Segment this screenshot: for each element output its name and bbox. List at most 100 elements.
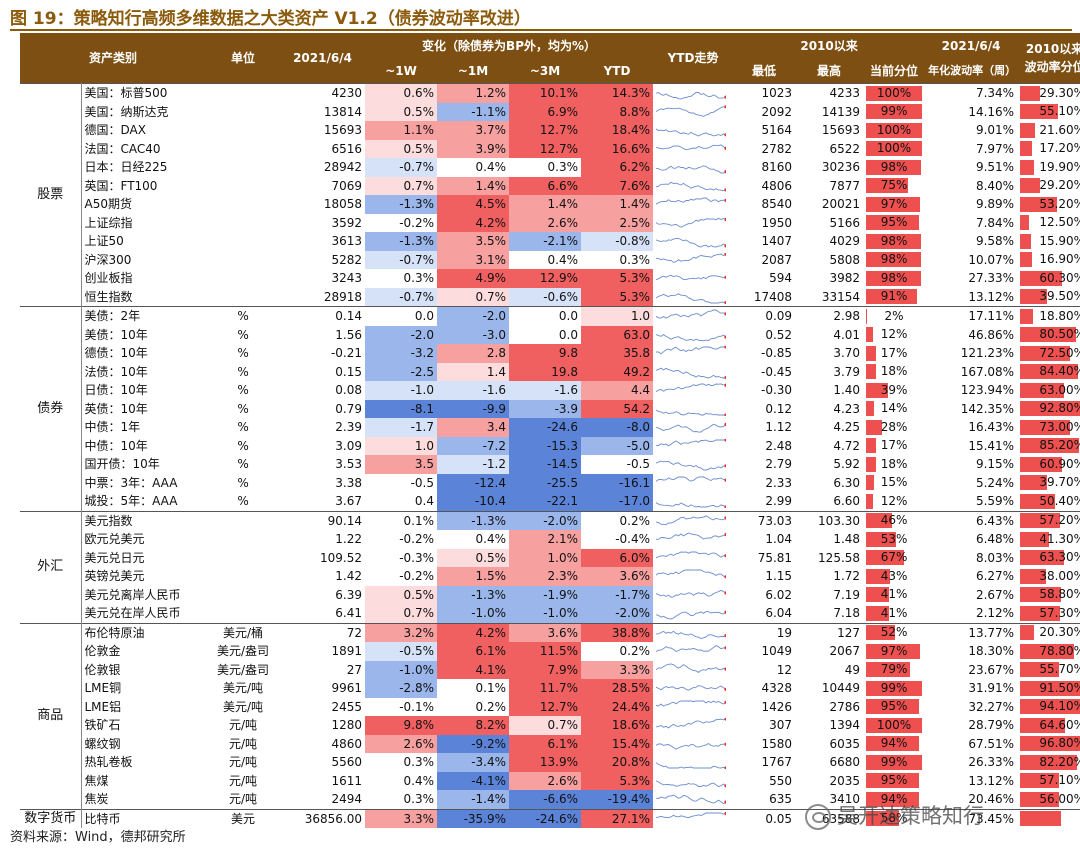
vol-rank-bar-fill [1020,85,1041,101]
change-m1-cell: 4.2% [437,622,510,642]
vol-rank-text: 91.50% [1039,680,1080,695]
watermark-text: 吴开达策略知行 [837,804,984,828]
asset-name: 美元兑在岸人民币 [84,606,181,621]
percentile-bar-fill [866,233,921,249]
change-ytd-cell: 15.4% [581,734,654,753]
change-m3-cell: 13.9% [509,753,582,772]
change-m1-cell: 0.4% [475,532,507,547]
percentile-bar: 100% [866,85,923,101]
change-w1-cell: -0.1% [399,699,435,714]
change-ytd-cell: 38.8% [581,622,654,642]
vol-rank-cell: 80.50% [1017,326,1080,345]
value-cell: 3613 [331,234,363,249]
table-row: 上证综指 3592 -0.2% 4.2% 2.6% 2.5% 1950 5166 95% 7.84… [20,213,1080,232]
value-cell: 109.52 [320,550,363,565]
change-w1-cell: 0.3% [403,755,435,770]
volatility-cell: 6.43% [925,510,1018,530]
percentile-bar: 97% [866,196,922,212]
change-m3-cell: -1.6 [509,381,582,400]
unit-cell [206,121,280,140]
change-ytd-cell: 0.3% [619,252,651,267]
high-cell: 14139 [821,104,861,119]
vol-rank-cell: 57.10% [1017,772,1080,791]
percentile-bar: 67% [866,550,922,566]
vol-rank-text: 64.60% [1039,717,1080,732]
vol-rank-bar: 20.30% [1020,625,1080,641]
table-row: 铁矿石 元/吨 1280 9.8% 8.2% 0.7% 18.6% 307 1394 100% 28… [20,716,1080,735]
value-cell: 28942 [323,160,363,175]
value-cell: 13814 [323,104,363,119]
change-m3-cell: -1.9% [509,585,582,604]
low-cell: 0.12 [765,401,793,416]
low-cell: 0.52 [765,327,793,342]
percentile-bar: 53% [866,531,922,547]
percentile-text: 79% [880,662,908,677]
vol-rank-text: 12.50% [1039,215,1080,230]
asset-name: 英债：10年 [84,401,148,416]
vol-rank-text: 72.50% [1039,345,1080,360]
value-cell: 9961 [331,681,363,696]
high-cell: 1.48 [833,532,861,547]
change-ytd-cell: 14.3% [581,83,654,103]
unit-cell [206,177,280,196]
unit-cell [206,140,280,159]
low-cell: 0.05 [733,808,796,828]
table-body: 股票 美国：标普500 4230 0.6% 1.2% 10.1% 14.3% 1023 4233… [20,83,1080,828]
value-cell: 1280 [331,718,363,733]
vol-rank-bar-fill [1020,680,1080,696]
category-label: 债券 [20,306,82,511]
value-cell: 3.09 [335,438,363,453]
change-w1-cell: 0.4 [414,494,435,509]
low-cell: 4328 [761,681,793,696]
volatility-cell: 2.67% [975,587,1015,602]
change-m3-cell: 11.5% [509,642,582,661]
vol-rank-cell: 16.90% [1017,251,1080,270]
asset-name: 沪深300 [84,252,132,267]
change-m1-cell: -1.3% [437,510,510,530]
volatility-cell: 9.89% [975,197,1015,212]
change-ytd-cell: 1.0 [581,306,654,326]
percentile-bar: 98% [866,159,922,175]
vol-rank-text: 63.00% [1039,382,1080,397]
volatility-cell: 27.33% [968,271,1015,286]
table-row: 商品 布伦特原油 美元/桶 72 3.2% 4.2% 3.6% 38.8% 19 127 52% 13… [20,622,1080,809]
low-cell: 19 [733,622,796,642]
asset-name: 美元兑离岸人民币 [84,587,181,602]
vol-rank-text: 63.30% [1039,550,1080,565]
header-vol: 年化波动率（周） [925,58,1018,84]
value-cell: 6.41 [335,606,363,621]
vol-rank-bar: 17.20% [1020,141,1080,157]
percentile-cell: 98% [863,232,925,251]
low-cell: 1580 [761,736,793,751]
vol-rank-text: 20.30% [1039,625,1080,640]
value-cell: 3.53 [335,457,363,472]
percentile-text: 17% [880,438,908,453]
ytd-sparkline [653,195,733,214]
percentile-bar-fill [866,85,923,101]
table-row: 英镑兑美元 1.42 -0.2% 1.5% 2.3% 3.6% 1.15 1.72 43% 6.2… [20,567,1080,586]
volatility-cell: 142.35% [960,401,1015,416]
header-since-group: 2010以来 [733,33,926,58]
table-row: LME铜 美元/吨 9961 -2.8% 0.1% 11.7% 28.5% 4328 10449… [20,679,1080,698]
high-cell: 4.72 [833,438,861,453]
table-row: 螺纹钢 元/吨 4860 2.6% -9.2% 6.1% 15.4% 1580 6035 94% 6… [20,734,1080,753]
table-row: 日本：日经225 28942 -0.7% 0.4% 0.3% 6.2% 8160 30236 9… [20,158,1080,177]
vol-rank-cell: 58.80% [1017,586,1080,605]
percentile-bar: 12% [866,327,922,343]
figure-title: 图 19：策略知行高频多维数据之大类资产 V1.2（债券波动率改进） [10,9,531,29]
asset-name: 英国：FT100 [84,178,158,193]
unit-cell [206,288,280,307]
value-cell: 1611 [331,773,363,788]
unit-cell [206,586,280,605]
percentile-bar-fill [866,475,875,491]
volatility-cell: 8.03% [975,550,1015,565]
unit-cell: % [237,364,249,379]
vol-rank-bar-fill [1020,625,1035,641]
table-row: 热轧卷板 元/吨 5560 0.3% -3.4% 13.9% 20.8% 1767 6680 99… [20,753,1080,772]
percentile-text: 17% [880,345,908,360]
low-cell: 17408 [753,289,793,304]
percentile-cell: 12% [863,326,925,345]
table-row: 中票：3年：AAA% 3.38 -0.5 -12.4 -25.5 -16.1 2.33 6.3… [20,473,1080,492]
change-m3-cell: -1.0% [509,604,582,623]
change-w1-cell: 0.5% [365,102,438,121]
